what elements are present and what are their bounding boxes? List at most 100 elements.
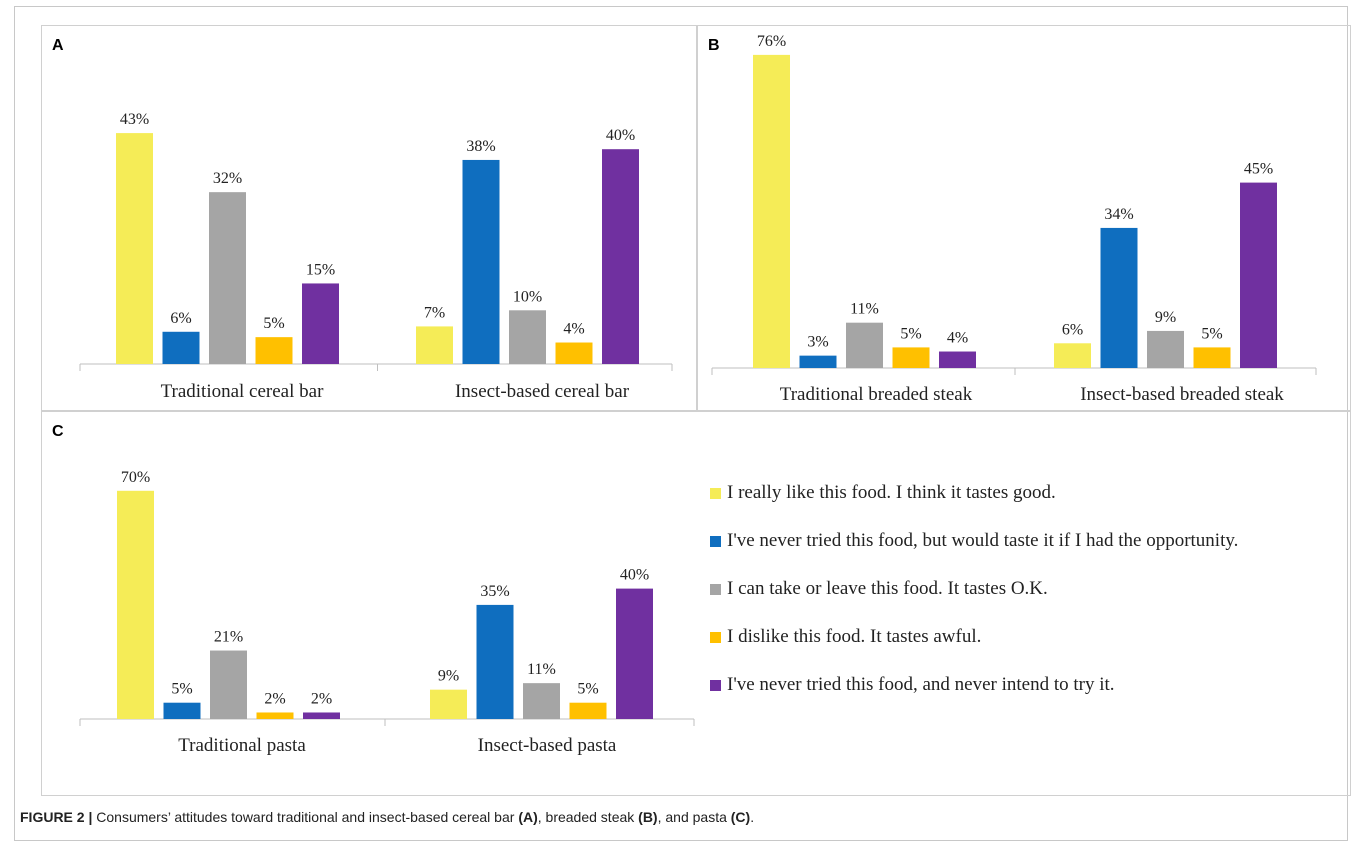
data-label: 70%	[121, 469, 150, 486]
data-label: 5%	[171, 681, 192, 698]
data-label: 5%	[263, 315, 284, 332]
category-label: Traditional pasta	[178, 735, 306, 756]
bar	[1147, 330, 1184, 368]
legend-swatch	[710, 632, 721, 643]
data-label: 35%	[480, 583, 509, 600]
legend-label: I've never tried this food, and never in…	[727, 674, 1115, 695]
data-label: 32%	[213, 170, 242, 187]
panel-b: B 76% 3% 11% 5% 4% Traditional breaded steak 6…	[697, 25, 1351, 411]
bar	[462, 159, 500, 364]
caption-ref-b: (B)	[638, 809, 658, 825]
legend-label: I really like this food. I think it tast…	[727, 482, 1056, 503]
legend: I really like this food. I think it tast…	[710, 482, 1238, 722]
caption-text: , and pasta	[657, 809, 731, 825]
chart-c: 70% 5% 21% 2% 2% Traditional pasta 9% 35% 11% 5% 4…	[79, 469, 695, 756]
bar	[1240, 182, 1277, 368]
data-label: 43%	[120, 111, 149, 128]
data-label: 6%	[1062, 321, 1083, 338]
panel-a-letter: A	[52, 37, 64, 54]
bar	[569, 702, 607, 719]
legend-swatch	[710, 536, 721, 547]
legend-swatch	[710, 680, 721, 691]
bar	[1054, 343, 1091, 368]
bar	[555, 342, 593, 364]
bar	[163, 702, 201, 719]
data-label: 5%	[900, 325, 921, 342]
legend-item: I really like this food. I think it tast…	[710, 482, 1238, 530]
legend-swatch	[710, 488, 721, 499]
data-label: 40%	[620, 567, 649, 584]
data-label: 5%	[1201, 325, 1222, 342]
bar	[116, 133, 153, 364]
bar	[616, 588, 653, 719]
chart-a: 43% 6% 32% 5% 15% Traditional cereal bar 7% 38%…	[79, 111, 673, 402]
caption-text: .	[750, 809, 755, 825]
data-label: 11%	[527, 661, 556, 678]
bar	[117, 490, 154, 719]
bar	[602, 149, 639, 364]
data-label: 34%	[1104, 206, 1133, 223]
data-label: 10%	[513, 288, 542, 305]
bar	[430, 689, 467, 719]
bar	[509, 310, 546, 364]
bar	[846, 322, 883, 368]
bar	[162, 331, 200, 364]
bar	[523, 683, 560, 719]
bar	[302, 283, 339, 364]
bar	[1193, 347, 1231, 368]
bar	[209, 192, 246, 364]
data-label: 7%	[424, 304, 445, 321]
data-label: 40%	[606, 127, 635, 144]
data-label: 3%	[807, 334, 828, 351]
panel-b-letter: B	[708, 37, 720, 54]
category-label: Traditional breaded steak	[780, 384, 973, 405]
data-label: 38%	[466, 138, 495, 155]
data-label: 9%	[438, 668, 459, 685]
category-label: Traditional cereal bar	[161, 381, 325, 402]
category-label: Insect-based breaded steak	[1080, 384, 1284, 405]
bar	[210, 650, 247, 719]
caption-label: FIGURE 2 |	[20, 809, 93, 825]
data-label: 2%	[264, 690, 285, 707]
bar	[892, 347, 930, 368]
caption-text: , breaded steak	[537, 809, 639, 825]
data-label: 4%	[563, 321, 584, 338]
legend-item: I can take or leave this food. It tastes…	[710, 578, 1238, 626]
legend-swatch	[710, 584, 721, 595]
bar	[256, 712, 294, 719]
data-label: 76%	[757, 33, 786, 50]
panel-a: A 43% 6% 32% 5% 15% Traditional cereal bar 7% 3…	[41, 25, 697, 411]
bar	[476, 604, 514, 719]
caption-ref-c: (C)	[730, 809, 751, 825]
bar	[939, 351, 976, 368]
data-label: 6%	[170, 310, 191, 327]
chart-b: 76% 3% 11% 5% 4% Traditional breaded steak 6% 3…	[711, 33, 1317, 405]
category-label: Insect-based pasta	[478, 735, 617, 756]
bar	[416, 326, 453, 364]
bar	[303, 712, 340, 719]
figure-caption: FIGURE 2 | Consumers’ attitudes toward t…	[20, 809, 754, 825]
panel-c-letter: C	[52, 423, 64, 440]
caption-text: Consumers’ attitudes toward traditional …	[92, 809, 519, 825]
bar	[799, 355, 837, 368]
legend-item: I've never tried this food, and never in…	[710, 674, 1238, 722]
bar	[255, 337, 293, 364]
legend-label: I can take or leave this food. It tastes…	[727, 578, 1048, 599]
bar	[753, 54, 790, 368]
data-label: 2%	[311, 690, 332, 707]
legend-label: I've never tried this food, but would ta…	[727, 530, 1239, 551]
legend-item: I've never tried this food, but would ta…	[710, 530, 1238, 578]
figure-frame: A 43% 6% 32% 5% 15% Traditional cereal bar 7% 3…	[14, 6, 1351, 841]
data-label: 4%	[947, 330, 968, 347]
bar	[1100, 227, 1138, 368]
data-label: 11%	[850, 301, 879, 318]
panel-c: C 70% 5% 21% 2% 2% Traditional pasta 9% 35% 11% 5…	[41, 411, 1351, 796]
data-label: 45%	[1244, 161, 1273, 178]
legend-item: I dislike this food. It tastes awful.	[710, 626, 1238, 674]
data-label: 5%	[577, 681, 598, 698]
data-label: 9%	[1155, 309, 1176, 326]
caption-ref-a: (A)	[518, 809, 538, 825]
legend-label: I dislike this food. It tastes awful.	[727, 626, 982, 647]
category-label: Insect-based cereal bar	[455, 381, 630, 402]
data-label: 21%	[214, 629, 243, 646]
